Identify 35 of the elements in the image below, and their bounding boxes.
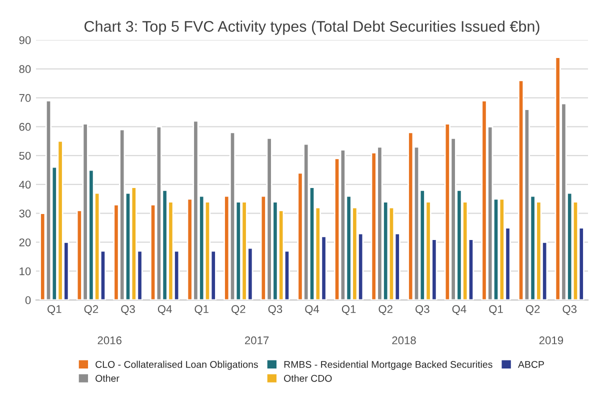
- text: 2017: [245, 336, 269, 344]
- y-tick-label: 80: [19, 65, 31, 74]
- x-tick-label: Q1: [489, 305, 503, 316]
- chart-title: Chart 3: Top 5 FVC Activity types (Total Debt Securities Issued €bn): [84, 20, 540, 35]
- legend-label: ABCP: [518, 361, 544, 368]
- text: 2018: [392, 336, 416, 344]
- legend-label: Other: [96, 374, 120, 382]
- y-tick-label: 40: [19, 180, 31, 189]
- x-tick-label: Q1: [194, 305, 208, 316]
- y-tick-label: 50: [19, 152, 31, 160]
- legend-label: Other CDO: [284, 374, 332, 382]
- x-tick-label: Q3: [121, 305, 135, 316]
- legend-label: RMBS - Residential Mortgage Backed Securities: [284, 360, 492, 370]
- x-tick-label: Q2: [526, 305, 540, 316]
- x-tick-label: Q2: [84, 305, 98, 316]
- x-tick-label: Q4: [452, 305, 466, 316]
- y-tick-label: 90: [19, 36, 31, 44]
- y-tick-label: 0: [25, 296, 31, 304]
- x-tick-label: Q1: [342, 305, 356, 316]
- x-tick-label: Q3: [268, 305, 282, 316]
- y-tick-label: 30: [19, 210, 31, 218]
- x-tick-label: Q2: [232, 305, 246, 316]
- x-tick-label: Q3: [416, 305, 430, 316]
- y-tick-label: 10: [20, 267, 31, 276]
- y-tick-label: 70: [19, 94, 31, 102]
- x-tick-label: Q2: [378, 305, 392, 316]
- text: 2016: [98, 336, 122, 344]
- x-tick-label: Q3: [562, 305, 577, 316]
- y-tick-label: 20: [19, 238, 31, 246]
- legend-label: CLO - Collateralised Loan Obligations: [96, 360, 258, 370]
- y-tick-label: 60: [19, 122, 31, 131]
- text: 2019: [539, 336, 564, 344]
- x-tick-label: Q4: [305, 305, 320, 316]
- x-tick-label: Q4: [158, 305, 172, 316]
- x-tick-label: Q1: [48, 305, 62, 316]
